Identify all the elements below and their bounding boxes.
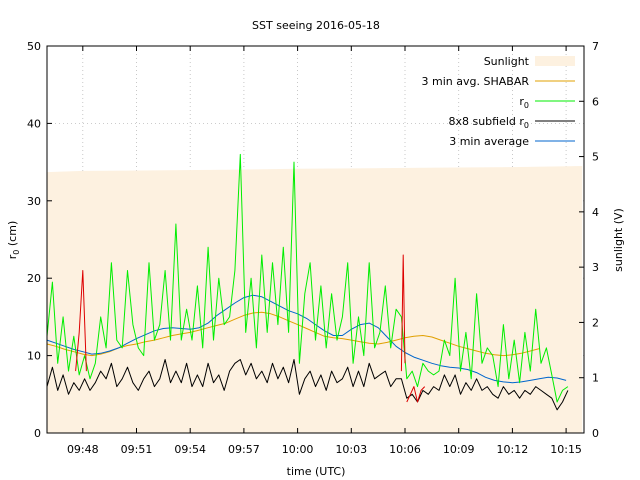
y2-tick-label: 4 xyxy=(592,206,599,219)
y-tick-label: 0 xyxy=(34,427,41,440)
series-line-sub8 xyxy=(46,359,569,411)
series-line-r0_red xyxy=(75,270,87,372)
x-tick-label: 10:06 xyxy=(389,443,421,456)
series-line-avg3 xyxy=(46,294,567,384)
y2-tick-label: 6 xyxy=(592,95,599,108)
y2-axis-label: sunlight (V) xyxy=(612,208,625,272)
series-line-r0 xyxy=(46,153,569,403)
series-lines xyxy=(46,153,569,411)
series-line-r0_red xyxy=(406,386,426,403)
legend-swatch-sunlight xyxy=(535,56,575,66)
x-tick-label: 09:51 xyxy=(121,443,153,456)
y2-tick-label: 5 xyxy=(592,151,599,164)
sunlight-area-layer xyxy=(47,166,583,433)
legend-label-r0: r0 xyxy=(519,95,529,110)
tick-marks xyxy=(47,45,584,434)
legend: Sunlight 3 min avg. SHABAR r0 8x8 subfield … xyxy=(422,55,575,148)
legend-label-sub8: 8x8 subfield r0 xyxy=(448,115,529,130)
x-tick-label: 10:12 xyxy=(497,443,529,456)
y-axis-label: r0 (cm) xyxy=(6,221,21,259)
legend-label-shabar: 3 min avg. SHABAR xyxy=(422,75,530,88)
y-tick-label: 40 xyxy=(27,117,41,130)
y2-tick-label: 1 xyxy=(592,372,599,385)
y2-tick-label: 7 xyxy=(592,40,599,53)
y-tick-label: 30 xyxy=(27,195,41,208)
plot-border xyxy=(46,45,585,434)
x-tick-label: 09:48 xyxy=(67,443,99,456)
plot-frame xyxy=(46,45,585,434)
sunlight-area xyxy=(47,166,583,433)
series-line-shabar xyxy=(46,311,540,357)
legend-label-sunlight: Sunlight xyxy=(484,55,530,68)
x-tick-label: 10:09 xyxy=(443,443,475,456)
legend-label-avg3: 3 min average xyxy=(449,135,529,148)
x-tick-label: 09:54 xyxy=(174,443,206,456)
x-tick-label: 09:57 xyxy=(228,443,260,456)
y2-tick-label: 0 xyxy=(592,427,599,440)
x-tick-label: 10:15 xyxy=(550,443,582,456)
series-line-r0_red xyxy=(400,254,406,372)
tick-labels: 09:48 09:51 09:54 09:57 10:00 10:03 10:06 10:09… xyxy=(27,40,599,456)
x-axis-label: time (UTC) xyxy=(287,465,346,478)
y2-tick-label: 3 xyxy=(592,261,599,274)
x-tick-label: 10:03 xyxy=(335,443,367,456)
y2-tick-label: 2 xyxy=(592,316,599,329)
x-tick-label: 10:00 xyxy=(282,443,314,456)
y-tick-label: 10 xyxy=(27,350,41,363)
chart-title: SST seeing 2016-05-18 xyxy=(252,19,380,32)
y-tick-label: 20 xyxy=(27,272,41,285)
y-tick-label: 50 xyxy=(27,40,41,53)
